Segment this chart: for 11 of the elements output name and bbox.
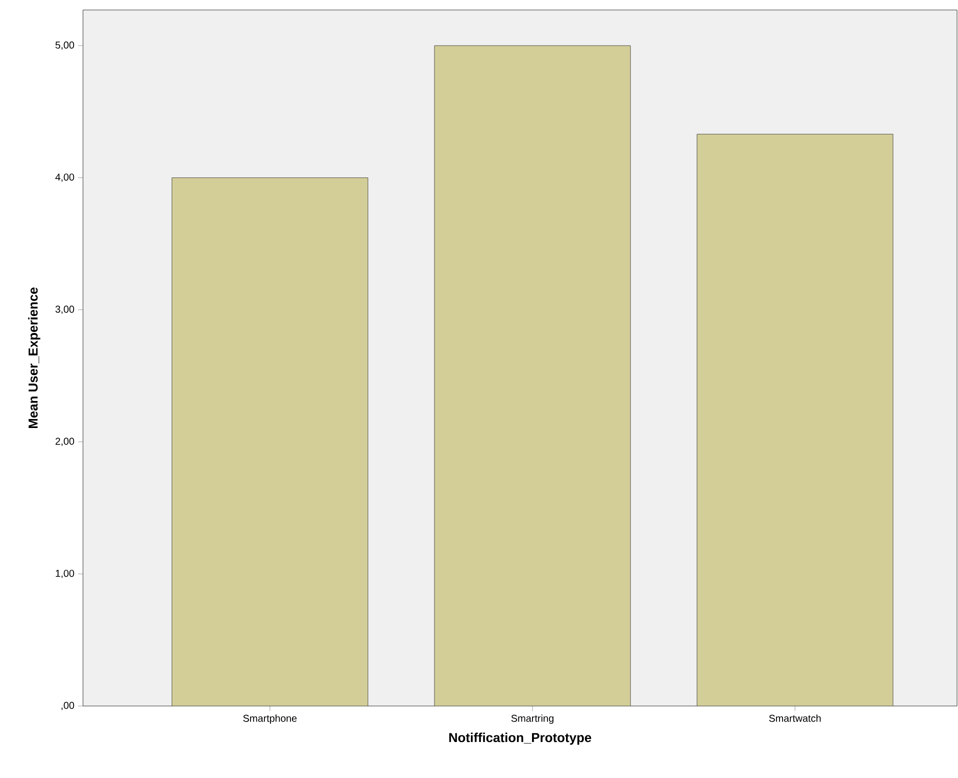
y-tick-label: 5,00 <box>55 42 74 50</box>
x-tick-label: Smartphone <box>243 714 297 724</box>
y-tick-label: ,00 <box>62 702 74 710</box>
y-axis-title: Mean User_Experience <box>28 288 40 428</box>
x-axis-title: Notiffication_Prototype <box>449 732 592 745</box>
x-tick-label: Smartring <box>511 714 554 724</box>
y-tick-label: 2,00 <box>56 438 74 446</box>
y-tick-label: 1,00 <box>56 570 74 578</box>
x-tick-label: Smartwatch <box>769 714 821 722</box>
y-tick-label: 4,00 <box>55 174 74 182</box>
y-tick-label: 3,00 <box>55 306 74 314</box>
